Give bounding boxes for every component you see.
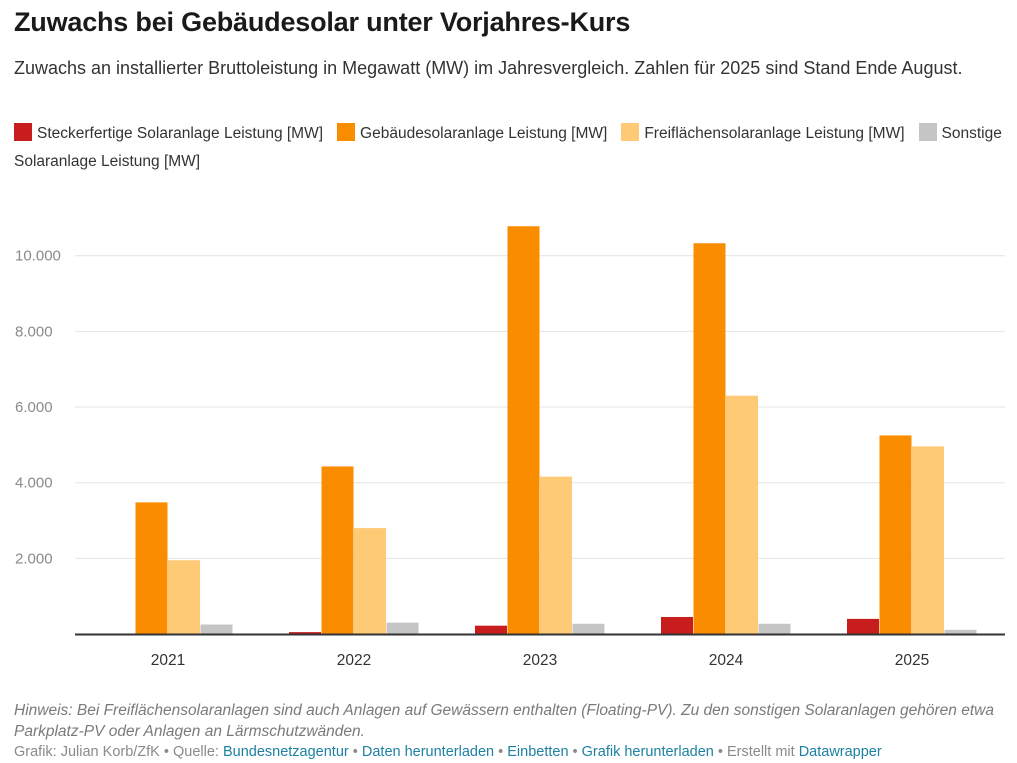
- x-tick-label: 2022: [337, 652, 371, 669]
- legend-label: Sonstige Solaranlage Leistung [MW]: [14, 125, 1002, 170]
- bar: [572, 623, 605, 634]
- footer-separator: •: [348, 744, 362, 760]
- chart-legend: Steckerfertige Solaranlage Leistung [MW]…: [14, 120, 1004, 176]
- footer-credit: Grafik: Julian Korb/ZfK • Quelle:: [14, 744, 223, 760]
- bar: [354, 528, 386, 634]
- bar: [758, 623, 791, 634]
- chart-footer: Grafik: Julian Korb/ZfK • Quelle: Bundes…: [14, 744, 882, 760]
- bar-chart: 2.000 4.000 6.000 8.000 10.000 2021 2022 2023 20…: [15, 226, 1005, 669]
- legend-item: Steckerfertige Solaranlage Leistung [MW]: [14, 123, 324, 142]
- bar: [879, 435, 912, 634]
- legend-label: Freiflächensolaranlage Leistung [MW]: [644, 125, 905, 142]
- embed-link[interactable]: Einbetten: [507, 744, 569, 760]
- x-tick-label: 2023: [523, 652, 557, 669]
- legend-item: Freiflächensolaranlage Leistung [MW]: [621, 123, 905, 142]
- legend-item: Gebäudesolaranlage Leistung [MW]: [337, 123, 608, 142]
- bar: [661, 616, 693, 634]
- footer-made-with: • Erstellt mit: [713, 744, 799, 760]
- legend-swatch: [918, 123, 937, 141]
- legend-swatch: [337, 123, 356, 141]
- bar: [693, 243, 726, 634]
- download-graphic-link[interactable]: Grafik herunterladen: [581, 744, 714, 760]
- legend-label: Steckerfertige Solaranlage Leistung [MW]: [37, 125, 324, 142]
- chart-title: Zuwachs bei Gebäudesolar unter Vorjahres…: [14, 7, 631, 37]
- bar: [289, 632, 321, 634]
- legend-item: Sonstige Solaranlage Leistung [MW]: [14, 123, 1002, 170]
- footer-separator: •: [494, 744, 508, 760]
- x-tick-label: 2021: [151, 652, 185, 669]
- bar: [321, 466, 354, 634]
- bar: [475, 625, 507, 634]
- bar: [944, 629, 977, 634]
- y-tick-label: 8.000: [15, 323, 53, 340]
- bar: [200, 624, 233, 634]
- bar: [726, 395, 758, 634]
- bar: [135, 502, 168, 634]
- bar: [540, 476, 572, 634]
- y-tick-label: 4.000: [15, 475, 53, 492]
- x-tick-label: 2024: [709, 652, 744, 669]
- bar: [507, 226, 540, 634]
- legend-swatch: [621, 123, 640, 141]
- download-data-link[interactable]: Daten herunterladen: [361, 744, 495, 760]
- source-link[interactable]: Bundesnetzagentur: [222, 744, 349, 760]
- bar: [912, 446, 944, 634]
- y-tick-label: 10.000: [15, 248, 61, 265]
- bar: [847, 618, 879, 634]
- chart-subtitle: Zuwachs an installierter Bruttoleistung …: [14, 58, 963, 78]
- legend-swatch: [14, 123, 32, 141]
- bar: [168, 560, 200, 634]
- datawrapper-link[interactable]: Datawrapper: [798, 744, 882, 760]
- x-tick-label: 2025: [895, 652, 929, 669]
- bar: [386, 622, 419, 634]
- legend-label: Gebäudesolaranlage Leistung [MW]: [360, 125, 608, 142]
- footer-separator: •: [568, 744, 582, 760]
- y-tick-label: 6.000: [15, 399, 53, 416]
- y-tick-label: 2.000: [15, 550, 53, 567]
- chart-note: Hinweis: Bei Freiflächensolaranlagen sin…: [14, 702, 994, 740]
